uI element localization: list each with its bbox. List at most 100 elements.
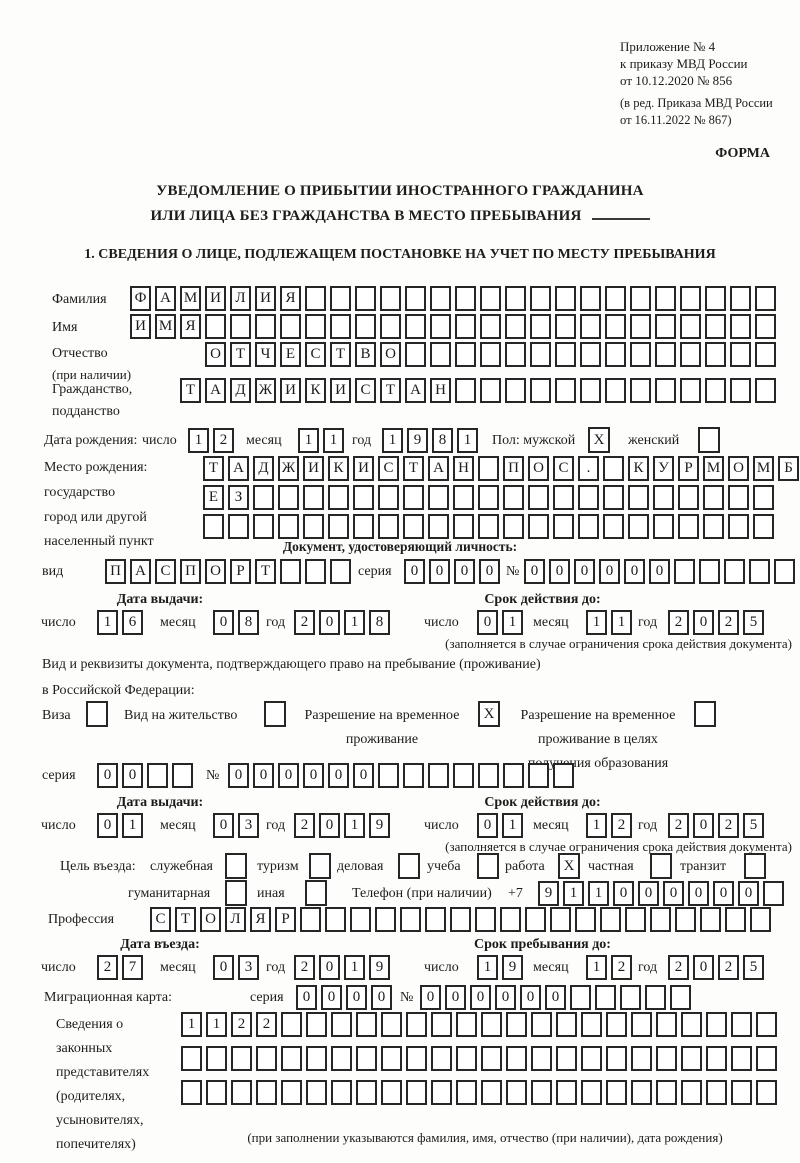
char-cell: 1 [188,428,209,453]
char-cell: 0 [296,985,317,1010]
char-cell: О [380,342,401,367]
char-cell: С [355,378,376,403]
char-cell [478,514,499,539]
residence-expiry-month-label: месяц [533,818,569,833]
char-cell [605,314,626,339]
char-cell [553,763,574,788]
char-cell [331,1046,352,1071]
char-cell [655,286,676,311]
char-cell: 1 [477,955,498,980]
char-cell [456,1046,477,1071]
char-cell: 1 [344,955,365,980]
entry-month-label: месяц [160,960,196,975]
legal-reps-label-line6: попечителях) [56,1137,136,1152]
char-cell [670,985,691,1010]
purpose-private-label: частная [588,859,634,874]
char-cell: 1 [502,813,523,838]
char-cell [181,1080,202,1105]
char-cell [645,985,666,1010]
migration-card-label: Миграционная карта: [44,990,173,1005]
char-cell: А [155,286,176,311]
char-cell [428,763,449,788]
char-cell [603,514,624,539]
char-cell [147,763,168,788]
char-cell [530,314,551,339]
char-cell [281,1012,302,1037]
purpose-official-checkbox [225,853,247,879]
char-cell: 9 [502,955,523,980]
char-cell [425,907,446,932]
char-cell [256,1046,277,1071]
char-cell [503,514,524,539]
amendment-line-1: (в ред. Приказа МВД России [620,96,773,110]
char-cell: С [305,342,326,367]
char-cell [381,1046,402,1071]
purpose-tourism-checkbox [309,853,331,879]
temp-permit-label: Разрешение на временное проживание [294,704,470,752]
char-cell: 0 [454,559,475,584]
residence-expiry-day-label: число [424,818,459,833]
char-cell: Р [275,907,296,932]
char-cell: 0 [549,559,570,584]
char-cell [255,314,276,339]
birth-place-sublabel-3: населенный пункт [44,534,154,549]
char-cell [330,314,351,339]
char-cell: 0 [477,813,498,838]
char-cell [600,907,621,932]
char-cell: 7 [122,955,143,980]
char-cell [675,907,696,932]
identity-expiry-date-label: Срок действия до: [484,592,601,607]
char-cell: В [355,342,376,367]
migration-number-label: № [400,990,414,1005]
char-cell [630,378,651,403]
char-cell [630,342,651,367]
char-cell: 0 [545,985,566,1010]
char-cell: 0 [524,559,545,584]
identity-issue-date-label: Дата выдачи: [116,592,204,607]
char-cell [480,314,501,339]
identity-issue-month-label: месяц [160,615,196,630]
char-cell [706,1046,727,1071]
char-cell [406,1080,427,1105]
residence-intro-line1: Вид и реквизиты документа, подтверждающе… [42,657,541,672]
char-cell [703,514,724,539]
migration-series-label: серия [250,990,284,1005]
char-cell [431,1046,452,1071]
char-cell [656,1080,677,1105]
char-cell: 0 [122,763,143,788]
given-name-label: Имя [52,320,78,335]
char-cell: 0 [321,985,342,1010]
char-cell [580,314,601,339]
char-cell: Б [778,456,799,481]
char-cell [528,514,549,539]
char-cell: О [728,456,749,481]
char-cell [306,1046,327,1071]
char-cell [305,559,326,584]
char-cell [753,514,774,539]
char-cell [430,286,451,311]
char-cell: 0 [470,985,491,1010]
legal-reps-label-line4: (родителях, [56,1089,126,1104]
temp-permit-label-line2: проживание [345,732,419,747]
char-cell: 0 [404,559,425,584]
char-cell [749,559,770,584]
residence-series-label: серия [42,768,76,783]
char-cell [478,456,499,481]
char-cell [606,1080,627,1105]
char-cell [406,1046,427,1071]
char-cell [431,1080,452,1105]
appendix-reference: Приложение № 4 к приказу МВД России от 1… [620,38,748,89]
char-cell [506,1080,527,1105]
char-cell [280,314,301,339]
char-cell [331,1080,352,1105]
char-cell: 0 [479,559,500,584]
char-cell: И [205,286,226,311]
char-cell [530,286,551,311]
char-cell: 9 [407,428,428,453]
char-cell [681,1012,702,1037]
purpose-humanitarian-checkbox [225,880,247,906]
char-cell [356,1012,377,1037]
